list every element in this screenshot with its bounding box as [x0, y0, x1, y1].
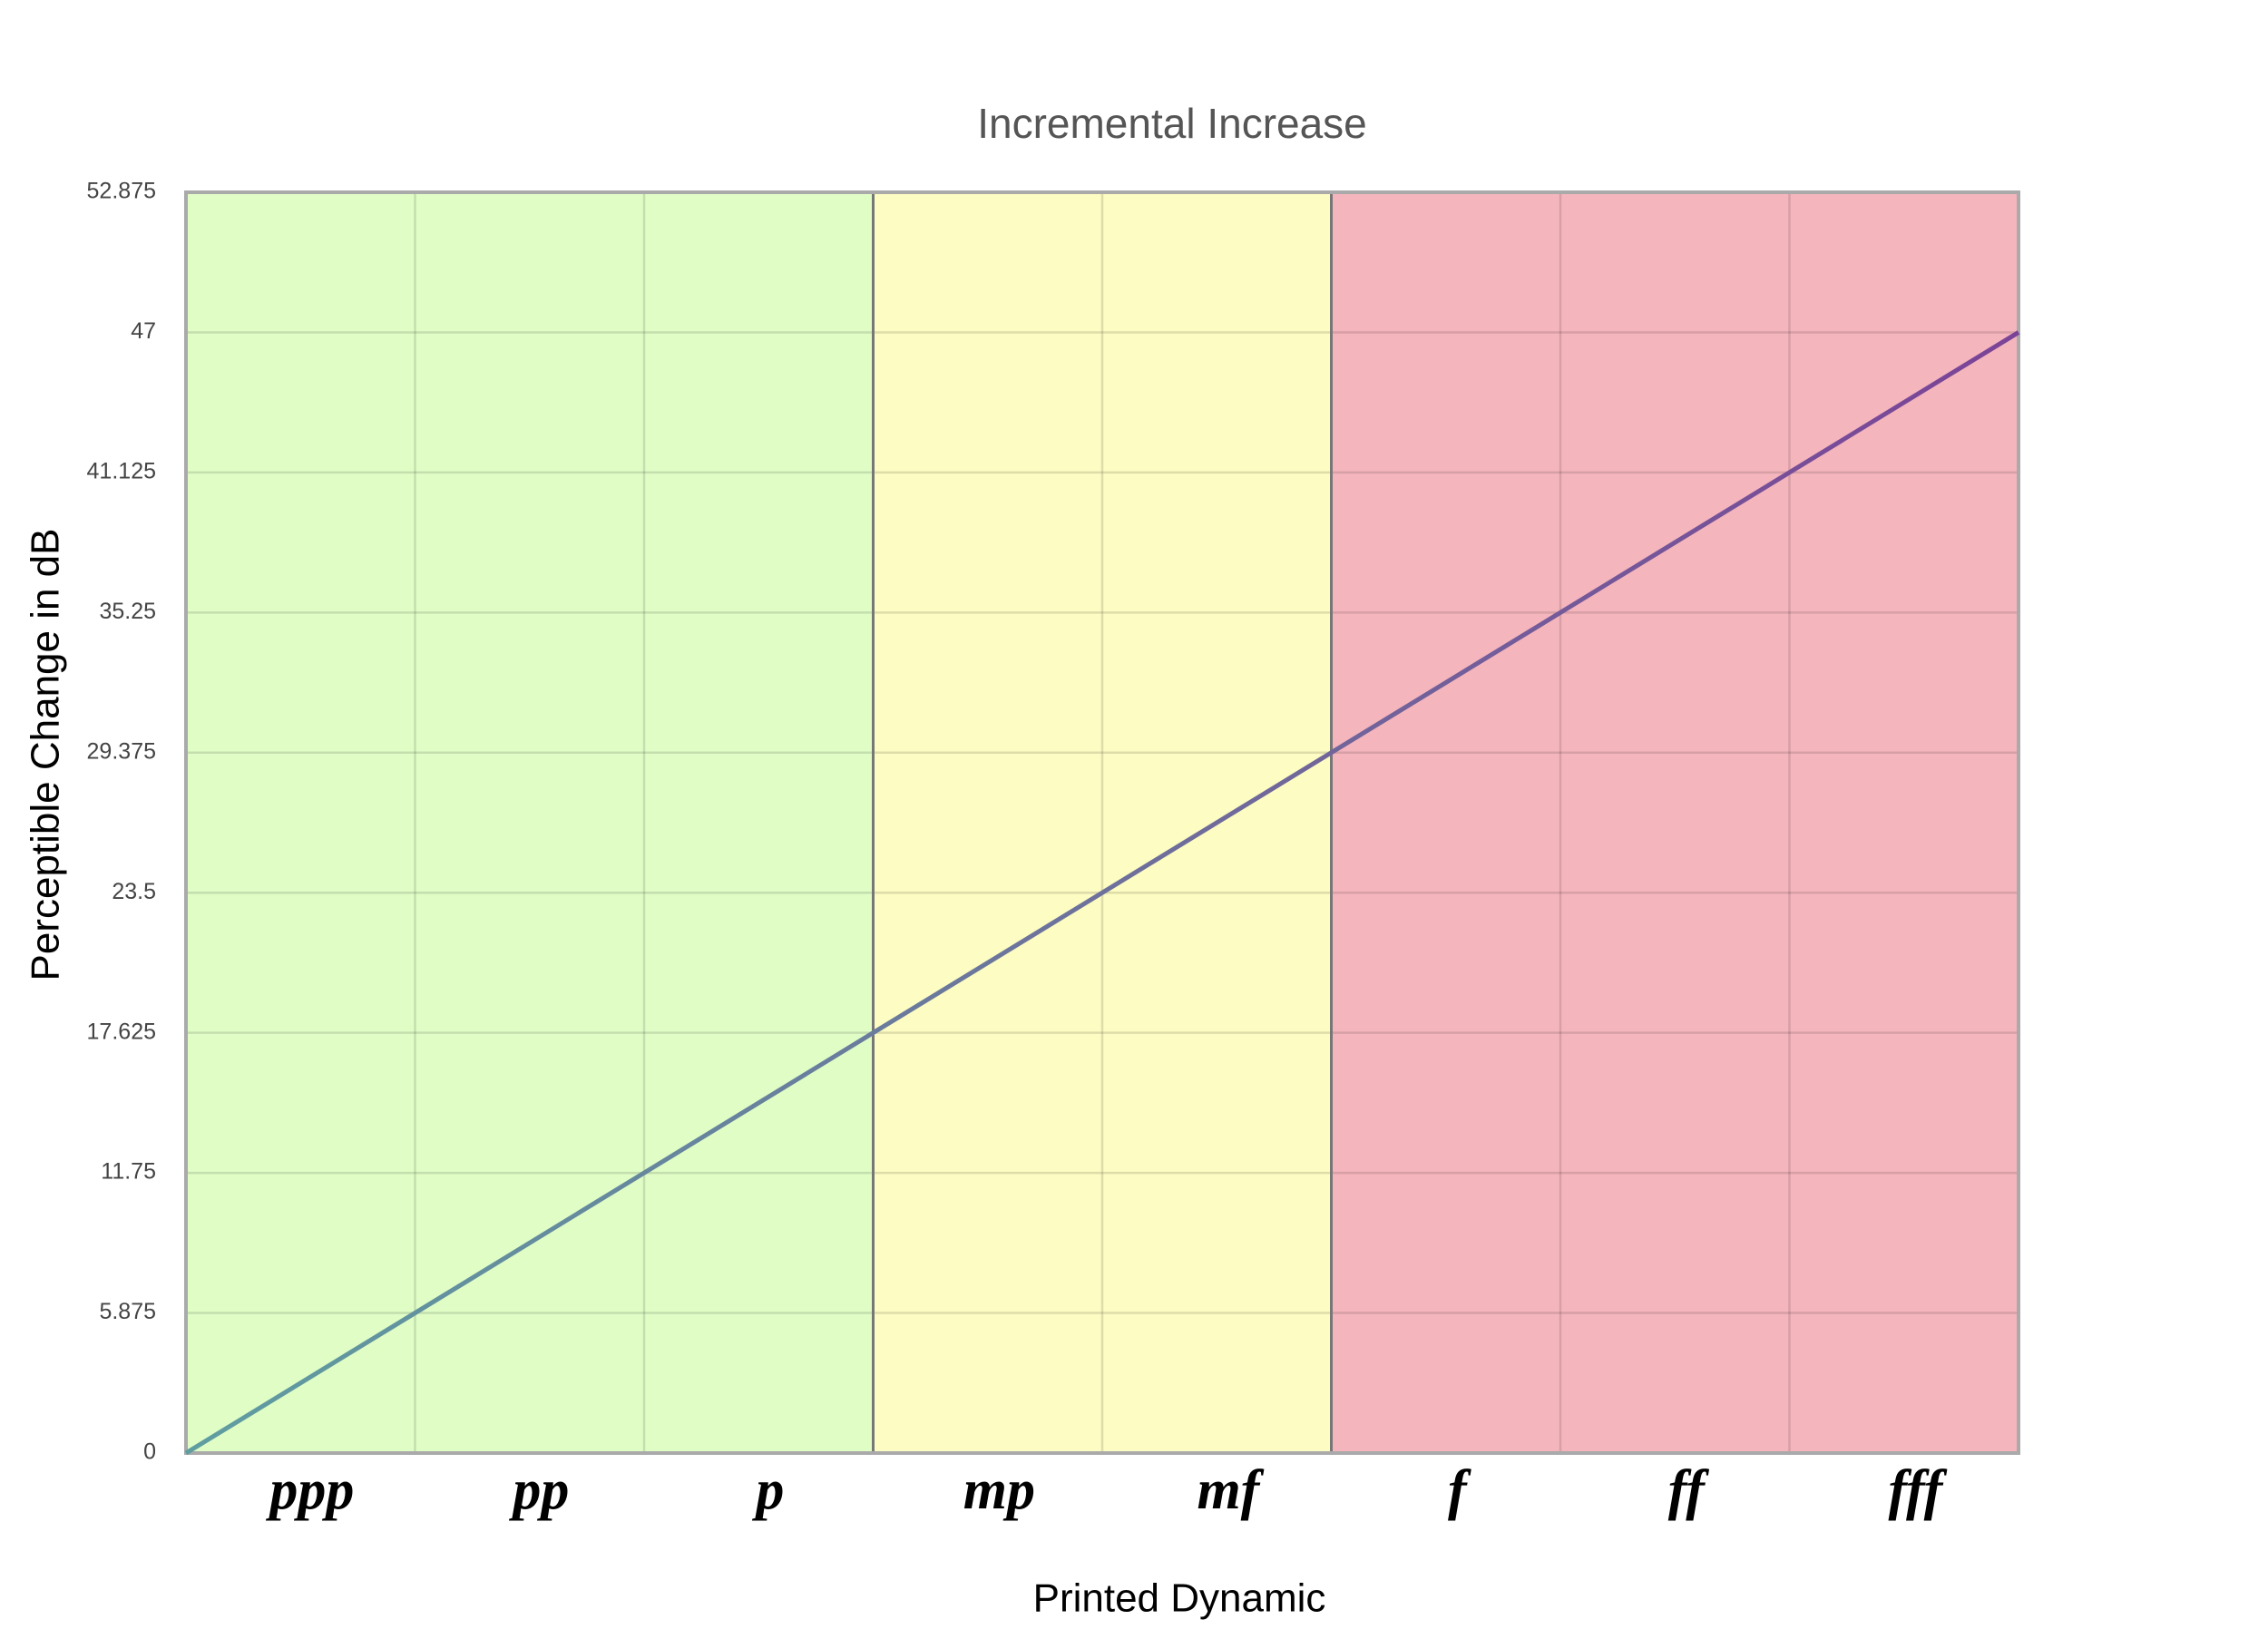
zone: [1331, 192, 2019, 1453]
y-tick-label: 5.875: [99, 1299, 156, 1324]
zone: [186, 192, 874, 1453]
y-axis-title: Perceptible Change in dB: [24, 529, 68, 981]
y-tick-label: 0: [143, 1439, 156, 1465]
y-tick-label: 17.625: [87, 1019, 156, 1044]
plot-border: [184, 190, 2020, 1455]
x-tick-label: fff: [1889, 1459, 1948, 1521]
y-tick-label: 23.5: [112, 879, 156, 904]
x-tick-label: pp: [508, 1459, 569, 1521]
x-tick-label: mp: [963, 1459, 1035, 1521]
data-line: [184, 330, 2020, 1456]
y-tick-label: 29.375: [87, 738, 156, 764]
chart-title: Incremental Increase: [977, 100, 1367, 147]
x-axis-title: Printed Dynamic: [1033, 1576, 1326, 1621]
y-tick-label: 47: [131, 318, 156, 344]
y-tick-label: 41.125: [87, 458, 156, 483]
x-tick-label: ppp: [265, 1459, 354, 1521]
x-tick-label: mf: [1197, 1459, 1264, 1521]
x-tick-label: f: [1448, 1459, 1471, 1521]
x-tick-label: p: [751, 1459, 784, 1521]
y-tick-label: 11.75: [101, 1159, 156, 1185]
x-tick-label: ff: [1668, 1459, 1710, 1521]
y-tick-label: 35.25: [99, 599, 156, 624]
y-tick-label: 52.875: [87, 179, 156, 204]
zone: [873, 192, 1332, 1453]
